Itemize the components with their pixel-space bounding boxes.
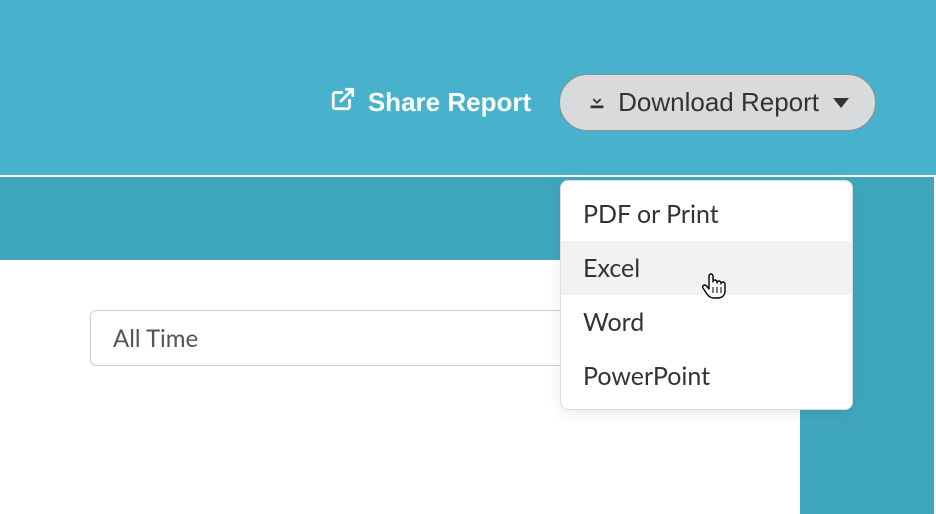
share-report-button[interactable]: Share Report xyxy=(330,86,531,119)
download-report-button[interactable]: Download Report xyxy=(559,74,876,131)
download-icon xyxy=(586,87,608,118)
download-report-menu: PDF or Print Excel Word PowerPoint xyxy=(560,180,853,410)
download-menu-item-powerpoint[interactable]: PowerPoint xyxy=(561,349,852,403)
download-menu-item-label: Excel xyxy=(583,253,640,283)
caret-down-icon xyxy=(833,98,849,108)
download-menu-item-label: PDF or Print xyxy=(583,199,719,229)
download-report-label: Download Report xyxy=(618,87,819,118)
download-menu-item-pdf[interactable]: PDF or Print xyxy=(561,187,852,241)
download-menu-item-excel[interactable]: Excel xyxy=(561,241,852,295)
external-link-icon xyxy=(330,86,356,119)
download-menu-item-word[interactable]: Word xyxy=(561,295,852,349)
share-report-label: Share Report xyxy=(368,87,531,118)
download-menu-item-label: PowerPoint xyxy=(583,361,710,391)
toolbar-inner: Share Report Download Report xyxy=(330,44,876,131)
download-menu-item-label: Word xyxy=(583,307,644,337)
toolbar: Share Report Download Report xyxy=(0,0,936,175)
time-range-value: All Time xyxy=(113,324,198,353)
